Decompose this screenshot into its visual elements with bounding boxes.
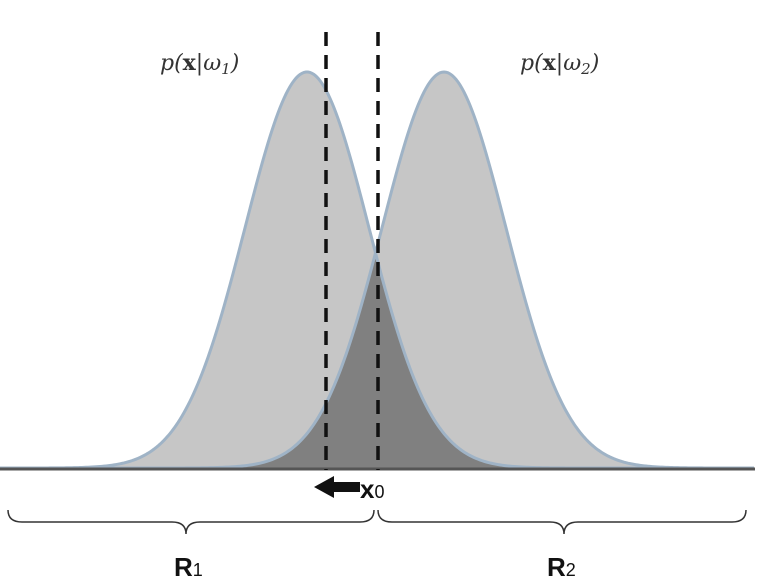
region1-brace [7,509,375,535]
left-arrow-icon [314,476,360,498]
region2-brace [377,509,747,535]
threshold-label: x0 [360,474,384,504]
class2-density-label: p(x|ω2) [520,50,599,78]
class1-density-label: p(x|ω1) [160,50,239,78]
region1-label: R1 [174,552,203,582]
region2-label: R2 [547,552,576,582]
